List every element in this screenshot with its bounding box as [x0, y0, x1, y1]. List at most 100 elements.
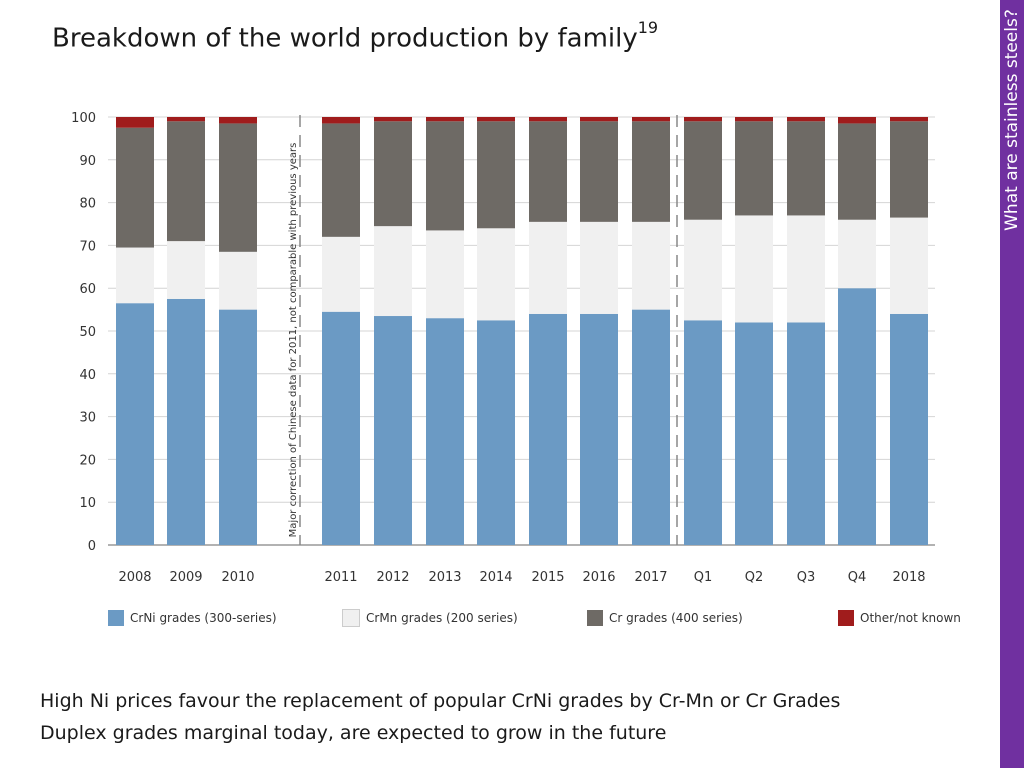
bar-segment — [167, 121, 205, 242]
bar-segment — [116, 303, 154, 545]
bar-segment — [426, 318, 464, 545]
x-tick-label: 2010 — [221, 570, 254, 585]
bar-segment — [219, 117, 257, 124]
bar-segment — [529, 121, 567, 222]
x-tick-label: 2009 — [169, 570, 202, 585]
y-tick-label: 60 — [79, 282, 96, 297]
bar-segment — [322, 236, 360, 312]
slide-title: Breakdown of the world production by fam… — [52, 18, 658, 54]
bar-segment — [477, 228, 515, 321]
x-tick-label: 2013 — [428, 570, 461, 585]
bar-segment — [890, 117, 928, 122]
bar-segment — [735, 322, 773, 545]
bar-segment — [890, 217, 928, 314]
bar-segment — [426, 121, 464, 231]
bar-segment — [322, 311, 360, 545]
x-tick-label: 2016 — [582, 570, 615, 585]
bar-segment — [116, 127, 154, 248]
bar-segment — [735, 121, 773, 216]
x-tick-label: 2015 — [531, 570, 564, 585]
y-tick-label: 70 — [79, 239, 96, 254]
x-tick-label: 2012 — [376, 570, 409, 585]
y-tick-label: 20 — [79, 453, 96, 468]
bar-segment — [580, 117, 618, 122]
bar-segment — [838, 123, 876, 220]
bar-segment — [322, 117, 360, 124]
x-tick-label: 2008 — [118, 570, 151, 585]
legend-item: Other/not known — [838, 608, 961, 628]
bar-segment — [684, 320, 722, 545]
chart-annotation: Major correction of Chinese data for 201… — [288, 143, 299, 538]
bar-segment — [580, 313, 618, 545]
bar-segment — [374, 316, 412, 545]
legend-item: CrMn grades (200 series) — [342, 608, 518, 628]
bar-segment — [787, 117, 825, 122]
bar-segment — [838, 117, 876, 124]
bar-segment — [477, 117, 515, 122]
y-tick-label: 0 — [88, 539, 96, 554]
legend-swatch — [838, 610, 854, 626]
bar-segment — [632, 117, 670, 122]
x-tick-label: Q4 — [848, 570, 867, 585]
legend-label: Other/not known — [860, 611, 961, 625]
bar-segment — [787, 322, 825, 545]
x-tick-label: 2014 — [479, 570, 512, 585]
x-tick-label: Q1 — [694, 570, 713, 585]
footnote-ref: 19 — [637, 18, 659, 37]
y-tick-label: 100 — [71, 111, 96, 126]
y-tick-label: 80 — [79, 197, 96, 212]
bar-segment — [735, 117, 773, 122]
y-tick-label: 30 — [79, 411, 96, 426]
legend-label: CrNi grades (300-series) — [130, 611, 277, 625]
bar-segment — [838, 219, 876, 289]
bar-segment — [374, 117, 412, 122]
bar-segment — [787, 215, 825, 323]
bar-segment — [838, 288, 876, 545]
bar-segment — [787, 121, 825, 216]
legend-swatch — [108, 610, 124, 626]
bar-segment — [580, 121, 618, 222]
x-tick-label: 2018 — [892, 570, 925, 585]
bar-segment — [684, 117, 722, 122]
bar-segment — [890, 313, 928, 545]
bar-segment — [477, 320, 515, 545]
legend-swatch — [587, 610, 603, 626]
bar-segment — [632, 121, 670, 222]
y-tick-label: 40 — [79, 368, 96, 383]
side-section-bar — [1000, 0, 1024, 768]
bar-segment — [477, 121, 515, 229]
bar-segment — [167, 241, 205, 299]
bar-segment — [167, 117, 205, 122]
bar-segment — [219, 251, 257, 310]
x-tick-label: Q2 — [745, 570, 764, 585]
legend-item: Cr grades (400 series) — [587, 608, 743, 628]
x-tick-label: 2011 — [324, 570, 357, 585]
legend-item: CrNi grades (300-series) — [108, 608, 277, 628]
slide-title-text: Breakdown of the world production by fam… — [52, 23, 638, 54]
bar-segment — [426, 117, 464, 122]
note-line-1: High Ni prices favour the replacement of… — [40, 690, 841, 712]
bar-segment — [116, 117, 154, 128]
bar-segment — [426, 230, 464, 319]
bar-segment — [632, 221, 670, 310]
bar-segment — [632, 309, 670, 545]
legend-label: Cr grades (400 series) — [609, 611, 743, 625]
bar-segment — [219, 123, 257, 252]
bar-segment — [684, 121, 722, 220]
y-tick-label: 50 — [79, 325, 96, 340]
bar-segment — [219, 309, 257, 545]
note-line-2: Duplex grades marginal today, are expect… — [40, 722, 667, 744]
x-tick-label: Q3 — [797, 570, 816, 585]
bar-segment — [529, 313, 567, 545]
bar-segment — [735, 215, 773, 323]
bar-segment — [529, 221, 567, 314]
bar-segment — [890, 121, 928, 218]
bar-segment — [374, 226, 412, 317]
bar-segment — [529, 117, 567, 122]
bar-segment — [116, 247, 154, 304]
stacked-bar-chart: 0 10 20 30 40 50 60 70 80 90 100 2008 2009 2010 2011 20… — [71, 111, 935, 585]
y-tick-label: 90 — [79, 154, 96, 169]
bar-segment — [684, 219, 722, 321]
bar-segment — [580, 221, 618, 314]
bar-segment — [167, 298, 205, 545]
